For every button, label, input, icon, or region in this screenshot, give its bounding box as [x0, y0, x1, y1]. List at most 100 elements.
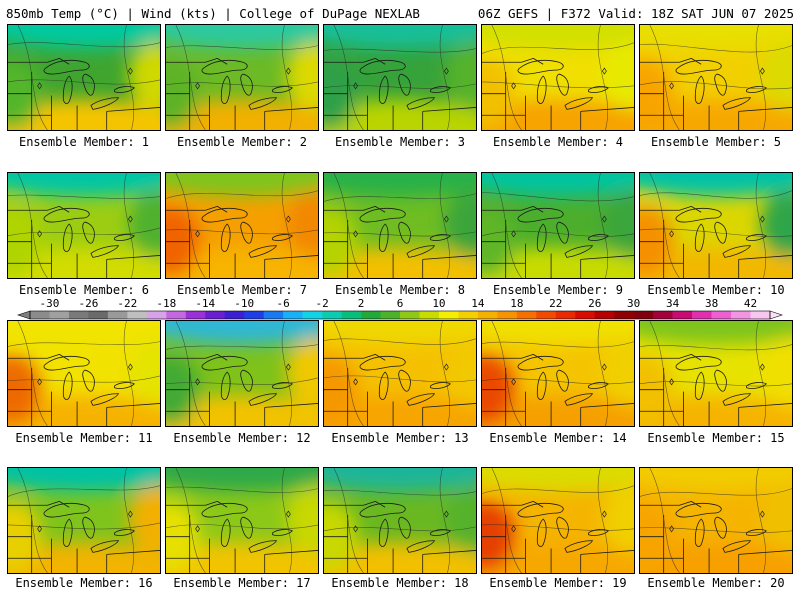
colorbar-tick-label: -10 — [234, 297, 254, 310]
colorbar-tick-label: -30 — [40, 297, 60, 310]
colorbar-swatch — [400, 311, 420, 319]
colorbar-swatch — [731, 311, 751, 319]
colorbar-swatch — [536, 311, 557, 319]
colorbar-swatch — [555, 311, 576, 319]
ensemble-member-map — [481, 24, 635, 131]
colorbar-swatch — [166, 311, 187, 319]
ensemble-member-label: Ensemble Member: 10 — [647, 283, 785, 297]
map-title: 850mb Temp (°C) | Wind (kts) | College o… — [6, 6, 420, 21]
colorbar-swatch — [672, 311, 693, 319]
ensemble-member-map — [7, 320, 161, 427]
colorbar-swatch — [750, 311, 771, 319]
colorbar-swatch — [283, 311, 303, 319]
colorbar-swatch — [263, 311, 284, 319]
ensemble-member-label: Ensemble Member: 4 — [492, 135, 624, 149]
ensemble-member-map — [7, 24, 161, 131]
colorbar-tick-label: -26 — [78, 297, 98, 310]
colorbar-swatch — [711, 311, 732, 319]
ensemble-member-map — [481, 172, 635, 279]
ensemble-member-map — [165, 467, 319, 574]
ensemble-member-label: Ensemble Member: 17 — [173, 576, 311, 590]
colorbar-swatch — [633, 311, 654, 319]
colorbar-swatch — [30, 311, 50, 319]
colorbar-swatch — [497, 311, 518, 319]
colorbar-swatch — [341, 311, 362, 319]
ensemble-member-label: Ensemble Member: 13 — [331, 431, 469, 445]
colorbar-swatch — [322, 311, 342, 319]
colorbar-tick-label: 6 — [397, 297, 404, 310]
ensemble-member-label: Ensemble Member: 20 — [647, 576, 785, 590]
colorbar-tick-label: -14 — [195, 297, 215, 310]
colorbar-swatch — [516, 311, 537, 319]
ensemble-member-label: Ensemble Member: 6 — [18, 283, 150, 297]
colorbar-tick-label: -18 — [156, 297, 176, 310]
ensemble-member-label: Ensemble Member: 8 — [334, 283, 466, 297]
colorbar-tick-label: 2 — [358, 297, 365, 310]
ensemble-member-label: Ensemble Member: 14 — [489, 431, 627, 445]
ensemble-member-map — [165, 320, 319, 427]
ensemble-member-map — [639, 24, 793, 131]
colorbar-swatch — [107, 311, 128, 319]
colorbar-swatch — [594, 311, 615, 319]
colorbar-tick-label: 22 — [549, 297, 562, 310]
colorbar-swatch — [477, 311, 498, 319]
colorbar-swatch — [419, 311, 440, 319]
ensemble-member-map — [481, 467, 635, 574]
colorbar-swatch — [458, 311, 479, 319]
ensemble-member-map — [639, 467, 793, 574]
colorbar-swatch — [575, 311, 596, 319]
colorbar-swatch — [653, 311, 673, 319]
colorbar-tick-label: -2 — [315, 297, 328, 310]
ensemble-member-label: Ensemble Member: 9 — [492, 283, 624, 297]
ensemble-member-label: Ensemble Member: 15 — [647, 431, 785, 445]
colorbar-tick-label: 42 — [744, 297, 757, 310]
ensemble-member-label: Ensemble Member: 11 — [15, 431, 153, 445]
ensemble-member-label: Ensemble Member: 16 — [15, 576, 153, 590]
colorbar-high-arrow — [769, 310, 783, 320]
ensemble-member-label: Ensemble Member: 18 — [331, 576, 469, 590]
colorbar-swatch — [224, 311, 245, 319]
colorbar-swatch — [361, 311, 381, 319]
ensemble-member-label: Ensemble Member: 5 — [650, 135, 782, 149]
ensemble-member-map — [481, 320, 635, 427]
colorbar-low-arrow — [17, 310, 31, 320]
ensemble-member-label: Ensemble Member: 3 — [334, 135, 466, 149]
ensemble-member-label: Ensemble Member: 1 — [18, 135, 150, 149]
ensemble-member-map — [7, 467, 161, 574]
ensemble-member-label: Ensemble Member: 7 — [176, 283, 308, 297]
model-run-valid-time: 06Z GEFS | F372 Valid: 18Z SAT JUN 07 20… — [477, 6, 794, 21]
colorbar-tick-label: 30 — [627, 297, 640, 310]
colorbar-tick-label: 34 — [666, 297, 680, 310]
colorbar-swatch — [302, 311, 323, 319]
colorbar-swatch — [49, 311, 70, 319]
ensemble-member-map — [323, 24, 477, 131]
colorbar-tick-label: 26 — [588, 297, 601, 310]
colorbar-tick-label: -6 — [277, 297, 290, 310]
ensemble-member-label: Ensemble Member: 19 — [489, 576, 627, 590]
ensemble-member-map — [7, 172, 161, 279]
ensemble-member-label: Ensemble Member: 2 — [176, 135, 308, 149]
colorbar-swatch — [614, 311, 634, 319]
colorbar-swatch — [185, 311, 206, 319]
ensemble-member-map — [165, 172, 319, 279]
colorbar-tick-label: 18 — [510, 297, 523, 310]
colorbar-swatch — [205, 311, 226, 319]
ensemble-member-map — [165, 24, 319, 131]
colorbar-tick-label: 14 — [471, 297, 485, 310]
colorbar-swatch — [88, 311, 109, 319]
colorbar-swatch — [146, 311, 167, 319]
colorbar-swatch — [438, 311, 459, 319]
ensemble-member-map — [639, 320, 793, 427]
colorbar-swatch — [244, 311, 264, 319]
colorbar-tick-label: 10 — [432, 297, 445, 310]
ensemble-member-map — [323, 320, 477, 427]
colorbar-swatch — [380, 311, 401, 319]
ensemble-member-map — [323, 467, 477, 574]
ensemble-member-label: Ensemble Member: 12 — [173, 431, 311, 445]
colorbar-swatch — [68, 311, 89, 319]
colorbar-swatch — [127, 311, 148, 319]
ensemble-member-map — [639, 172, 793, 279]
colorbar-tick-label: -22 — [117, 297, 137, 310]
temperature-colorbar: -30 -26 -22 -18 -14 -10 -6 -2 2 6 10 14 18 22 26 30 34 38… — [17, 297, 783, 320]
colorbar-swatch — [692, 311, 712, 319]
